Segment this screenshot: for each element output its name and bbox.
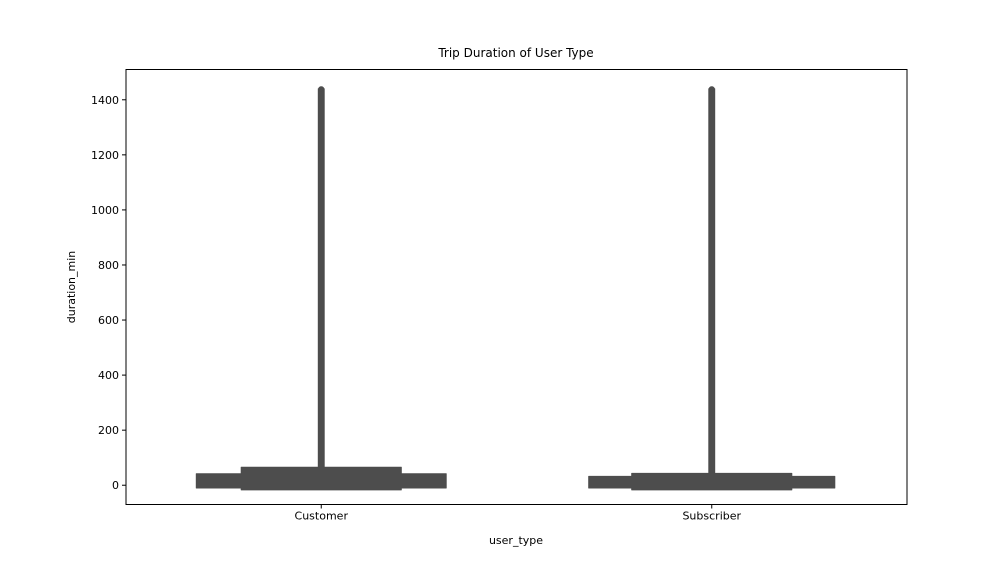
y-tick-label: 1400 xyxy=(91,94,119,107)
x-axis-label: user_type xyxy=(489,534,543,547)
y-tick-label: 1000 xyxy=(91,204,119,217)
chart-title: Trip Duration of User Type xyxy=(437,46,593,60)
y-axis: 0 200 400 600 800 1000 1200 1400 xyxy=(91,94,126,492)
plot-area xyxy=(195,86,836,491)
y-axis-label: duration_min xyxy=(65,251,78,324)
x-tick-label: Subscriber xyxy=(682,510,741,523)
y-tick-label: 200 xyxy=(98,424,119,437)
x-tick-label: Customer xyxy=(295,510,349,523)
y-tick-label: 800 xyxy=(98,259,119,272)
violin-cap xyxy=(708,86,715,92)
violin-cap xyxy=(318,86,325,92)
plot-frame xyxy=(125,69,908,505)
y-tick-label: 400 xyxy=(98,369,119,382)
violin-customer xyxy=(195,88,447,491)
violin-subscriber xyxy=(588,88,836,491)
y-tick-label: 1200 xyxy=(91,149,119,162)
y-tick-label: 0 xyxy=(112,479,119,492)
y-tick-label: 600 xyxy=(98,314,119,327)
x-axis: Customer Subscriber xyxy=(295,504,742,523)
